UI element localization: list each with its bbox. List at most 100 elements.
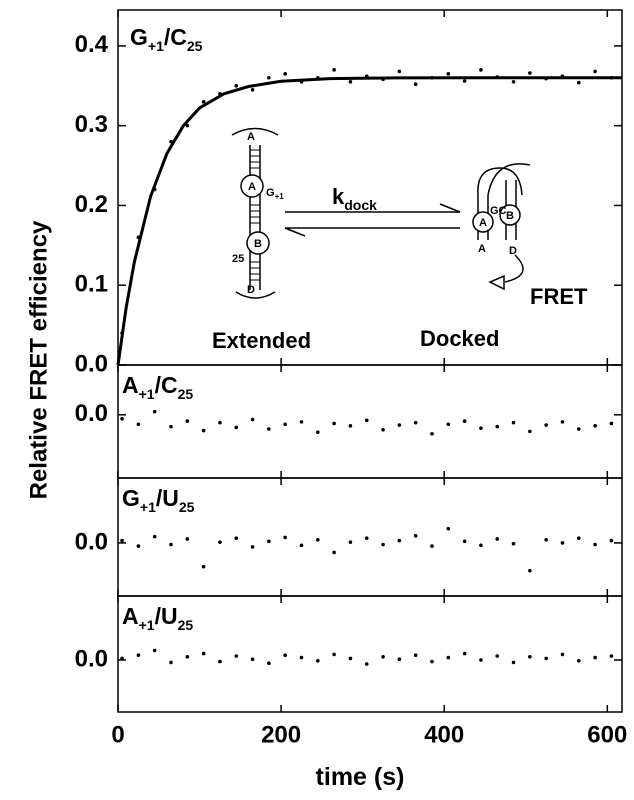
x-tick-label: 0 [111, 721, 124, 748]
data-point [593, 70, 597, 74]
data-point [479, 68, 483, 72]
data-point [365, 419, 369, 423]
rate-symbol: k [332, 184, 345, 209]
data-point [267, 661, 271, 665]
data-point [544, 423, 548, 427]
data-point [512, 421, 516, 425]
data-point [610, 422, 614, 426]
data-point [300, 420, 304, 424]
data-point [610, 654, 614, 658]
diagram-label: GC [490, 205, 507, 217]
data-point [234, 654, 238, 658]
data-point [186, 419, 190, 423]
data-point [430, 544, 434, 548]
data-point [414, 421, 418, 425]
data-point [577, 427, 581, 431]
data-point [267, 540, 271, 544]
data-point [218, 660, 222, 664]
data-point [512, 542, 516, 546]
chart: time (s)60040020000.00.00.0Relative FRET… [0, 0, 634, 800]
data-point [463, 652, 467, 656]
data-point [153, 649, 157, 653]
label-part: /U [155, 603, 178, 629]
data-point [283, 422, 287, 426]
diagram-label: G+1 [266, 187, 284, 201]
annotation: Docked [420, 326, 499, 351]
annotation: FRET [530, 284, 588, 309]
y-tick-label: 0.1 [75, 271, 108, 298]
data-point [234, 426, 238, 430]
data-point [414, 534, 418, 538]
data-point [544, 538, 548, 542]
data-point [479, 544, 483, 548]
label-sub: 25 [179, 499, 195, 515]
data-point [479, 426, 483, 430]
label-part: G [122, 485, 140, 511]
data-point [234, 84, 238, 88]
data-point [577, 536, 581, 540]
data-point [332, 68, 336, 72]
data-point [479, 658, 483, 662]
x-axis-label: time (s) [316, 763, 405, 791]
label-part: /C [155, 372, 178, 398]
data-point [544, 657, 548, 661]
data-point [577, 659, 581, 663]
label-sub: +1 [139, 617, 155, 633]
data-point [446, 422, 450, 426]
panel-frame [118, 10, 622, 365]
data-point [463, 540, 467, 544]
diagram-label: D [247, 284, 255, 296]
label-sub: +1 [139, 386, 155, 402]
data-point [381, 428, 385, 432]
data-point [332, 653, 336, 657]
data-point [446, 527, 450, 531]
label-part: /C [164, 24, 187, 50]
label-sub: +1 [140, 499, 156, 515]
label-sub: 25 [178, 386, 194, 402]
x-tick-label: 200 [261, 721, 301, 748]
data-point [593, 656, 597, 660]
data-point [593, 543, 597, 547]
data-point [561, 541, 565, 545]
data-point [365, 536, 369, 540]
data-point [316, 659, 320, 663]
data-point [593, 424, 597, 428]
data-point [430, 660, 434, 664]
rate-sub: dock [344, 197, 377, 213]
data-point [430, 432, 434, 436]
data-point [528, 430, 532, 434]
data-point [349, 424, 353, 428]
series [120, 410, 613, 436]
data-point [414, 653, 418, 657]
data-point [283, 72, 287, 76]
data-point [577, 81, 581, 85]
data-point [202, 100, 206, 104]
series [120, 649, 613, 666]
data-point [398, 423, 402, 427]
y-tick-label: 0.0 [75, 645, 108, 672]
data-point [169, 543, 173, 547]
data-point [495, 425, 499, 429]
data-point [349, 657, 353, 661]
panel-label: A+1/U25 [122, 603, 193, 633]
data-point [463, 419, 467, 423]
panel-frame [118, 478, 622, 596]
data-point [512, 661, 516, 665]
data-point [528, 655, 532, 659]
label-sub: 25 [187, 38, 203, 54]
data-point [349, 80, 353, 84]
x-tick-label: 400 [424, 721, 464, 748]
data-point [120, 539, 124, 543]
label-part: A [122, 372, 139, 398]
data-point [251, 545, 255, 549]
data-point [251, 657, 255, 661]
diagram-label: D [509, 245, 517, 257]
data-point [283, 653, 287, 657]
data-point [202, 429, 206, 433]
data-point [186, 655, 190, 659]
data-point [495, 654, 499, 658]
label-part: A [122, 603, 139, 629]
data-point [332, 551, 336, 555]
data-point [528, 569, 532, 573]
diagram-label: B [506, 210, 514, 222]
